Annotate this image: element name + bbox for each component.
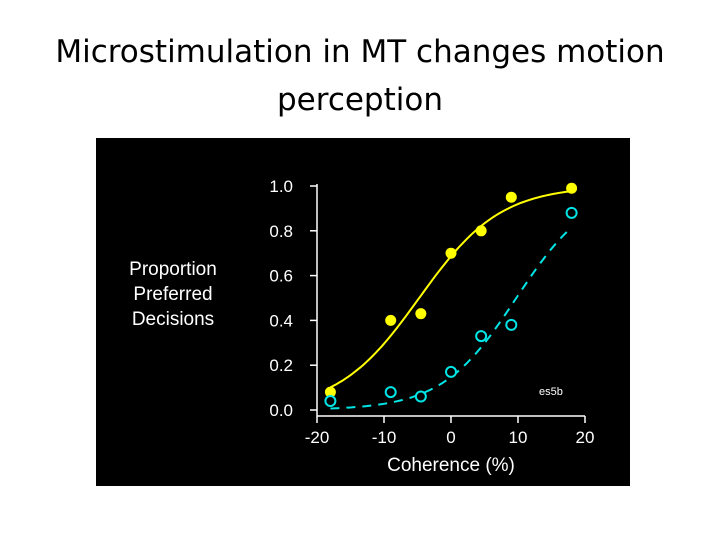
slide-title-line-1: Microstimulation in MT changes motion [55, 34, 665, 70]
y-tick-label: 0.6 [269, 267, 293, 286]
y-axis-title-line: Decisions [132, 309, 214, 330]
data-point-series-1 [505, 191, 517, 203]
y-tick-label: 0.4 [269, 311, 293, 330]
data-point-series-1 [475, 225, 487, 237]
x-tick-label: 20 [576, 428, 595, 447]
y-tick-label: 0.8 [269, 222, 293, 241]
x-axis-title: Coherence (%) [387, 455, 515, 476]
slide-title: Microstimulation in MT changes motion pe… [0, 28, 720, 124]
y-axis-title-line: Preferred [133, 284, 212, 305]
axis-labels: 0.0 0.2 0.4 0.6 0.8 1.0 -20 -10 0 10 20 Coherence (… [129, 177, 594, 476]
x-tick-label: -20 [305, 428, 330, 447]
y-tick-label: 0.2 [269, 356, 293, 375]
plot-panel: 0.0 0.2 0.4 0.6 0.8 1.0 -20 -10 0 10 20 Coherence (… [96, 138, 630, 486]
data-point-series-2 [414, 390, 427, 403]
annotation-label: es5b [539, 386, 563, 398]
data-points [324, 182, 578, 408]
x-tick-label: -10 [372, 428, 397, 447]
x-tick-label: 10 [509, 428, 528, 447]
data-point-series-1 [566, 182, 578, 194]
data-point-series-2 [475, 330, 488, 343]
fit-curve-series-2 [330, 226, 573, 410]
axes [310, 184, 586, 423]
data-point-series-2 [384, 386, 397, 399]
data-point-series-1 [445, 247, 457, 259]
data-point-series-2 [445, 365, 457, 378]
data-point-series-1 [415, 308, 427, 320]
y-axis-title: Proportion Preferred Decisions [129, 259, 217, 330]
data-point-series-2 [565, 206, 578, 219]
x-tick-label: 0 [446, 428, 455, 447]
data-point-series-1 [324, 386, 336, 398]
fit-curve-series-1 [329, 190, 572, 389]
y-tick-label: 1.0 [269, 177, 293, 196]
y-axis-title-line: Proportion [129, 259, 217, 280]
data-point-series-1 [385, 314, 397, 326]
slide-title-line-2: perception [277, 82, 443, 118]
data-point-series-2 [324, 395, 337, 408]
data-point-series-2 [505, 318, 518, 331]
y-tick-label: 0.0 [269, 401, 293, 420]
psychometric-chart: 0.0 0.2 0.4 0.6 0.8 1.0 -20 -10 0 10 20 Coherence (… [129, 177, 594, 476]
